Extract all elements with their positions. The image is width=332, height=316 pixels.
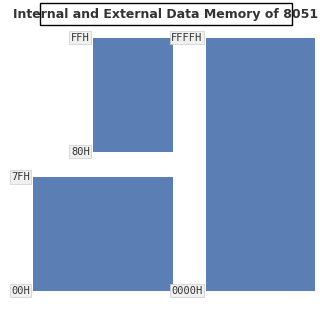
Text: FFH: FFH	[71, 33, 90, 43]
Text: FFFFH: FFFFH	[171, 33, 203, 43]
Text: 00H: 00H	[11, 286, 30, 296]
FancyBboxPatch shape	[40, 3, 292, 25]
Text: 0000H: 0000H	[171, 286, 203, 296]
Bar	[93, 38, 173, 152]
Bar	[206, 38, 315, 291]
Text: 7FH: 7FH	[11, 172, 30, 182]
Text: 80H: 80H	[71, 147, 90, 157]
Text: Internal and External Data Memory of 8051: Internal and External Data Memory of 805…	[13, 8, 319, 21]
Bar	[33, 177, 173, 291]
